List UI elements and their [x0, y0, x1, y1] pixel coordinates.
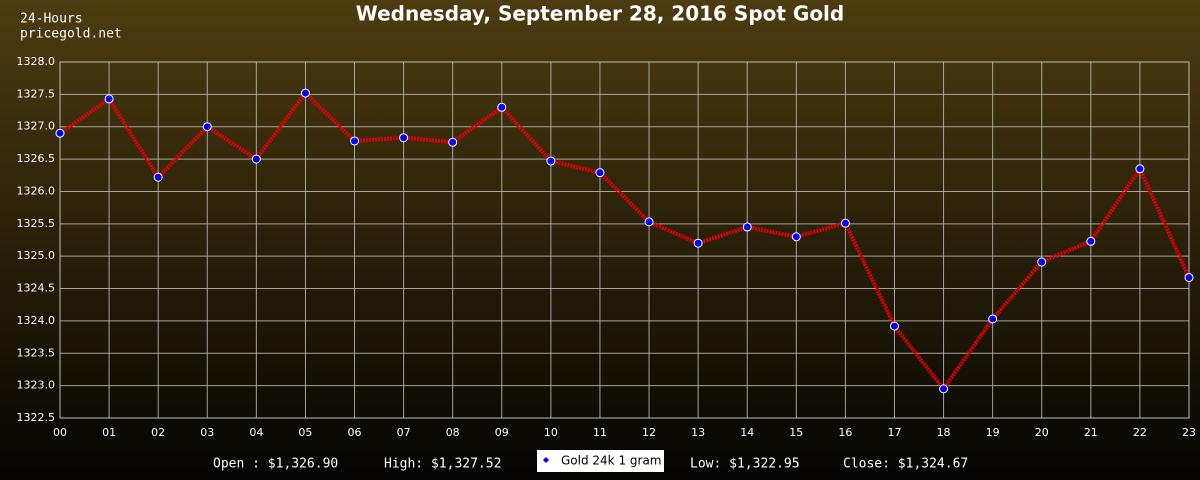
x-tick-label: 23 [1182, 426, 1196, 439]
x-tick-label: 21 [1084, 426, 1098, 439]
data-point [202, 122, 212, 132]
x-tick-label: 20 [1035, 426, 1049, 439]
price-line [58, 90, 1191, 393]
data-point [840, 218, 850, 228]
stat-label: Open : $1,326.90 [213, 457, 338, 472]
x-tick-label: 08 [446, 426, 460, 439]
data-point [1086, 236, 1096, 246]
x-tick-label: 18 [937, 426, 951, 439]
x-tick-label: 11 [593, 426, 607, 439]
data-point [889, 321, 899, 331]
x-tick-label: 04 [249, 426, 263, 439]
x-tick-label: 10 [544, 426, 558, 439]
stat-label: High: $1,327.52 [384, 457, 501, 472]
x-tick-label: 16 [838, 426, 852, 439]
y-tick-label: 1328.0 [17, 55, 56, 68]
data-point [644, 217, 654, 227]
x-tick-label: 02 [151, 426, 165, 439]
data-point [595, 168, 605, 178]
x-tick-label: 01 [102, 426, 116, 439]
y-tick-label: 1326.0 [17, 184, 56, 197]
x-tick-label: 03 [200, 426, 214, 439]
y-tick-label: 1327.5 [17, 87, 56, 100]
data-point [939, 384, 949, 394]
x-tick-label: 13 [691, 426, 705, 439]
legend-marker [543, 457, 549, 463]
data-point [251, 154, 261, 164]
data-point [988, 314, 998, 324]
legend-box [537, 450, 664, 472]
x-tick-label: 19 [986, 426, 1000, 439]
data-point [1184, 273, 1194, 283]
x-tick-label: 17 [887, 426, 901, 439]
subtitle: pricegold.net [20, 27, 122, 42]
data-point [1037, 257, 1047, 267]
x-tick-label: 15 [789, 426, 803, 439]
y-tick-label: 1324.0 [17, 314, 56, 327]
subtitle: 24-Hours [20, 12, 83, 27]
y-tick-label: 1324.5 [17, 282, 56, 295]
y-tick-label: 1323.5 [17, 346, 56, 359]
data-point [153, 172, 163, 182]
data-point [693, 238, 703, 248]
x-tick-label: 09 [495, 426, 509, 439]
y-tick-label: 1323.0 [17, 379, 56, 392]
data-point [104, 94, 114, 104]
data-point [546, 156, 556, 166]
y-tick-label: 1325.0 [17, 249, 56, 262]
data-point [742, 222, 752, 232]
x-tick-label: 05 [298, 426, 312, 439]
data-point [791, 232, 801, 242]
stat-label: Close: $1,324.67 [843, 457, 968, 472]
chart-title: Wednesday, September 28, 2016 Spot Gold [356, 2, 844, 26]
x-tick-label: 12 [642, 426, 656, 439]
y-tick-label: 1322.5 [17, 411, 56, 424]
y-tick-label: 1326.5 [17, 152, 56, 165]
legend-label: Gold 24k 1 gram [561, 454, 661, 468]
stat-label: Low: $1,322.95 [690, 457, 800, 472]
x-tick-label: 07 [397, 426, 411, 439]
x-tick-label: 06 [348, 426, 362, 439]
data-point [55, 128, 65, 138]
x-tick-label: 00 [53, 426, 67, 439]
data-point [399, 133, 409, 143]
x-tick-label: 22 [1133, 426, 1147, 439]
y-tick-label: 1327.0 [17, 120, 56, 133]
x-tick-label: 14 [740, 426, 754, 439]
y-tick-label: 1325.5 [17, 217, 56, 230]
data-point [497, 102, 507, 112]
data-point [300, 88, 310, 98]
data-point [350, 136, 360, 146]
data-point [1135, 164, 1145, 174]
data-point [448, 137, 458, 147]
